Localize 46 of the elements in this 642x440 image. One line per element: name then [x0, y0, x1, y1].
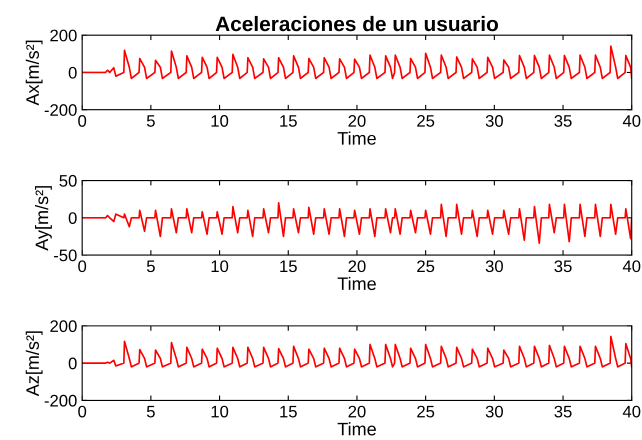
y-axis-title: Ay[m/s²] [35, 186, 52, 251]
line-series [82, 45, 632, 80]
x-tick-label: 25 [417, 406, 434, 418]
y-tick-label: -50 [54, 249, 77, 262]
x-tick-label: 30 [486, 115, 503, 127]
x-tick-label: 20 [348, 115, 366, 127]
y-tick-label: 200 [50, 30, 77, 42]
x-tick-label: 35 [554, 115, 572, 127]
x-tick-label: 20 [348, 406, 366, 418]
x-tick-label: 15 [280, 260, 297, 272]
y-tick-label: -200 [44, 394, 77, 407]
x-tick-label: 35 [554, 260, 572, 272]
line-series [82, 202, 632, 244]
x-axis-title: Time [338, 132, 376, 145]
x-tick-label: 20 [348, 260, 366, 272]
y-tick-label: 50 [59, 174, 77, 187]
y-tick-label: 200 [50, 320, 77, 332]
x-tick-label: 40 [622, 115, 640, 127]
x-axis-title: Time [338, 276, 376, 290]
x-tick-label: 10 [212, 115, 228, 127]
x-tick-label: 10 [212, 406, 228, 418]
x-tick-label: 5 [146, 115, 155, 127]
y-tick-label: 0 [68, 358, 77, 370]
x-tick-label: 0 [78, 260, 86, 272]
x-tick-label: 10 [212, 260, 228, 272]
x-tick-label: 40 [622, 260, 640, 272]
x-tick-label: 25 [417, 260, 434, 272]
line-series [82, 336, 632, 368]
x-tick-label: 15 [280, 115, 297, 127]
y-tick-label: 0 [68, 66, 77, 79]
x-tick-label: 15 [280, 406, 297, 418]
x-tick-label: 35 [554, 406, 572, 418]
y-tick-label: 0 [68, 212, 77, 224]
y-axis-title: Az[m/s²] [26, 331, 43, 396]
x-tick-label: 0 [78, 406, 86, 418]
y-axis-title: Ax[m/s²] [26, 40, 43, 106]
chart-title: Aceleraciones de un usuario [216, 16, 498, 32]
x-tick-label: 5 [146, 406, 155, 418]
x-axis-title: Time [338, 422, 376, 436]
y-tick-label: -200 [44, 104, 77, 116]
x-tick-label: 0 [78, 115, 86, 127]
x-tick-label: 5 [146, 260, 155, 272]
x-tick-label: 25 [417, 115, 434, 127]
x-tick-label: 30 [486, 260, 503, 272]
x-tick-label: 30 [486, 406, 503, 418]
x-tick-label: 40 [622, 406, 640, 418]
